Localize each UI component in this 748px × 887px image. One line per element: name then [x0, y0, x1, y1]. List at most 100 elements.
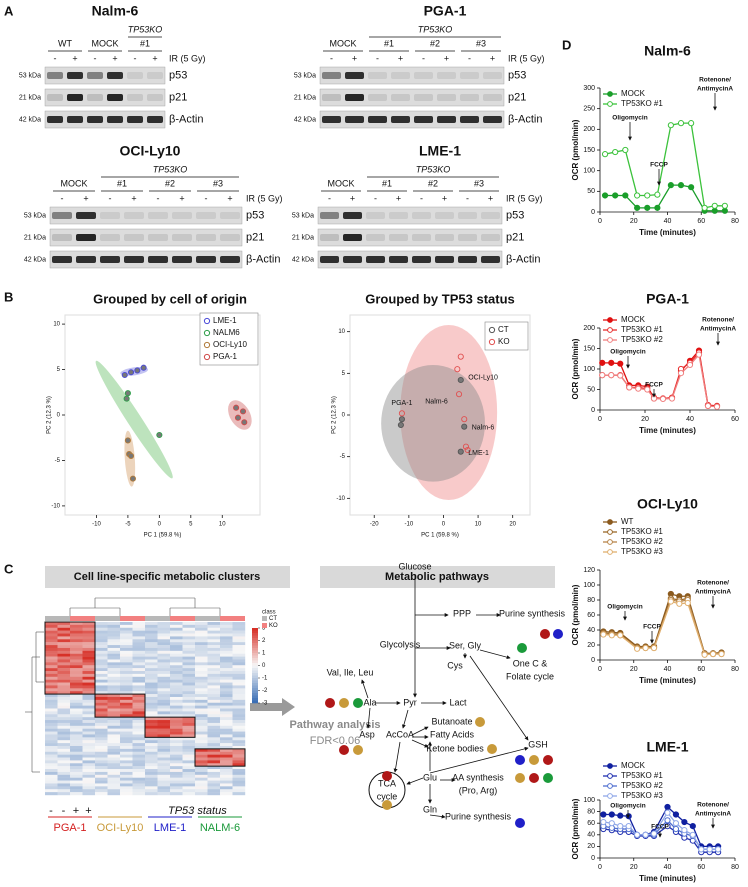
- heatmap-cell: [45, 728, 58, 732]
- heatmap-cell: [170, 751, 183, 755]
- heatmap-cell: [82, 694, 96, 698]
- heatmap-cell: [95, 705, 108, 709]
- heatmap-cell: [220, 728, 233, 732]
- heatmap-cell: [45, 783, 58, 787]
- heatmap-cell: [95, 676, 108, 680]
- heatmap-cell: [207, 630, 221, 634]
- heatmap-cell: [57, 662, 71, 666]
- blot-title: PGA-1: [424, 3, 467, 19]
- data-point: [461, 416, 468, 423]
- class-bar: [45, 616, 58, 621]
- heatmap-cell: [45, 734, 58, 738]
- heatmap-cell: [182, 731, 196, 735]
- data-point: [397, 421, 404, 429]
- data-point: [667, 122, 674, 129]
- band: [107, 116, 123, 123]
- kda-label: 21 kDa: [19, 94, 41, 101]
- heatmap-cell: [232, 665, 246, 669]
- heatmap-cell: [70, 748, 83, 752]
- heatmap-cell: [232, 682, 246, 686]
- heatmap-cell: [120, 656, 133, 660]
- heatmap-cell: [132, 642, 146, 646]
- data-point: [634, 192, 641, 199]
- legend-box: [484, 321, 529, 351]
- legend-label: TP53KO #3: [621, 547, 663, 556]
- pathway-dot: [353, 745, 363, 755]
- heatmap-cell: [82, 624, 96, 628]
- heatmap-cell: [170, 769, 183, 773]
- heatmap-cell: [145, 656, 158, 660]
- heatmap-cell: [57, 725, 71, 729]
- heatmap-cell: [207, 757, 221, 761]
- section-header: Metabolic pathways: [385, 571, 489, 583]
- heatmap-cell: [220, 673, 233, 677]
- heatmap-cell: [182, 745, 196, 750]
- heatmap-cell: [120, 734, 133, 738]
- heatmap-cell: [232, 642, 246, 646]
- legend-marker: [203, 353, 211, 361]
- data-point: [398, 416, 405, 423]
- heatmap-cell: [220, 751, 233, 755]
- heatmap-cell: [207, 627, 221, 631]
- panel-label: A: [4, 3, 14, 18]
- heatmap-cell: [82, 653, 96, 657]
- heatmap-cell: [132, 691, 146, 695]
- heatmap-cell: [207, 645, 221, 649]
- heatmap-cell: [70, 650, 83, 654]
- heatmap-cell: [57, 647, 71, 652]
- data-point: [626, 384, 633, 391]
- x-tick-label: 60: [731, 416, 739, 423]
- heatmap-cell: [107, 668, 121, 672]
- band: [67, 72, 83, 79]
- heatmap-cell: [45, 760, 58, 764]
- heatmap-cell: [95, 737, 108, 741]
- annotation: AntimycinA: [700, 326, 736, 333]
- heatmap-cell: [95, 792, 108, 796]
- band: [391, 116, 410, 123]
- legend-marker: [607, 549, 613, 555]
- heatmap-cell: [170, 645, 183, 649]
- heatmap-cell: [220, 783, 233, 787]
- heatmap-cell: [70, 694, 83, 698]
- heatmap-cell: [170, 731, 183, 735]
- heatmap-cell: [82, 748, 96, 752]
- colorbar: [252, 688, 258, 691]
- heatmap-cell: [207, 708, 221, 712]
- pathway-node: PPP: [453, 608, 471, 618]
- status-label: TP53 status: [168, 805, 227, 817]
- ir-sign: +: [350, 193, 355, 203]
- heatmap-cell: [107, 737, 121, 741]
- data-point: [241, 419, 248, 426]
- band: [435, 212, 454, 219]
- heatmap-cell: [145, 717, 158, 721]
- heatmap-cell: [232, 763, 246, 767]
- panel-label: C: [4, 561, 14, 576]
- heatmap-cell: [170, 734, 183, 738]
- heatmap-cell: [45, 774, 58, 778]
- heatmap-cell: [220, 777, 233, 781]
- heatmap-cell: [157, 722, 171, 726]
- heatmap-cell: [145, 639, 158, 643]
- heatmap-cell: [95, 740, 108, 744]
- heatmap-cell: [207, 771, 221, 776]
- data-point: [129, 475, 136, 482]
- panel-label: B: [4, 289, 13, 304]
- heatmap-cell: [195, 766, 208, 770]
- heatmap-cell: [132, 653, 146, 657]
- heatmap-cell: [45, 705, 58, 709]
- band: [124, 256, 144, 263]
- heatmap-cell: [232, 757, 246, 761]
- data-point: [689, 831, 696, 838]
- heatmap-cell: [107, 745, 121, 750]
- heatmap-cell: [120, 757, 133, 761]
- heatmap-cell: [145, 696, 158, 701]
- heatmap-cell: [120, 714, 133, 718]
- data-point: [617, 372, 624, 379]
- heatmap-cell: [132, 783, 146, 787]
- heatmap-cell: [95, 777, 108, 781]
- band: [87, 116, 103, 123]
- heatmap-cell: [220, 766, 233, 770]
- heatmap-cell: [132, 737, 146, 741]
- data-point: [664, 803, 671, 811]
- heatmap-cell: [70, 786, 83, 790]
